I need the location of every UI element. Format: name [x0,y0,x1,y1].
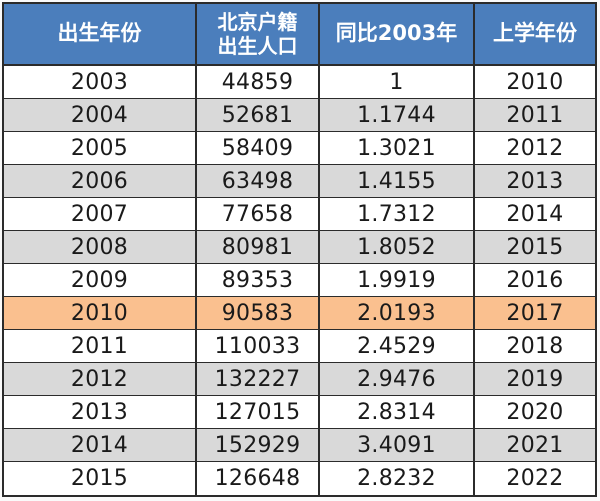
table-cell: 2008 [4,231,197,264]
table-cell: 89353 [197,264,320,297]
table-row: 2015 126648 2.8232 2022 [4,462,595,495]
table-row: 2006 63498 1.4155 2013 [4,165,595,198]
table-row: 2013 127015 2.8314 2020 [4,396,595,429]
table-cell: 2019 [475,363,595,396]
table-row: 2011 110033 2.4529 2018 [4,330,595,363]
table-cell: 2007 [4,198,197,231]
table-cell: 52681 [197,99,320,132]
table-cell: 80981 [197,231,320,264]
table-cell: 132227 [197,363,320,396]
table-cell: 2016 [475,264,595,297]
table-row-highlighted: 2010 90583 2.0193 2017 [4,297,595,330]
table-cell: 2.8232 [320,462,475,495]
table-cell: 1.8052 [320,231,475,264]
table-row: 2007 77658 1.7312 2014 [4,198,595,231]
table-row: 2009 89353 1.9919 2016 [4,264,595,297]
table-cell: 2014 [475,198,595,231]
table-cell: 2022 [506,466,564,491]
table-cell: 2.8314 [320,396,475,429]
table-cell: 1.9919 [320,264,475,297]
table-cell: 2.9476 [320,363,475,396]
header-school-year: 上学年份 [475,4,595,66]
table-cell: 2014 [4,429,197,462]
table-cell: 2011 [475,99,595,132]
table-cell: 2004 [4,99,197,132]
table-cell: 2012 [4,363,197,396]
table-cell: 1.1744 [320,99,475,132]
table-cell: 1 [320,66,475,99]
header-ratio-vs-2003: 同比2003年 [320,4,475,66]
table-cell: 2.0193 [320,297,475,330]
table-cell: 127015 [197,396,320,429]
table-cell: 110033 [197,330,320,363]
data-table: 出生年份 北京户籍 出生人口 同比2003年 上学年份 2003 44859 1 20… [2,2,597,497]
table-cell: 2021 [475,429,595,462]
table-cell: 2015 [475,231,595,264]
table-cell: 2009 [4,264,197,297]
table-cell: 58409 [197,132,320,165]
table-cell: 152929 [197,429,320,462]
table-cell: 2017 [475,297,595,330]
table-cell: 2.4529 [320,330,475,363]
table-cell: 2003 [4,66,197,99]
table-cell: 2011 [4,330,197,363]
table-cell: 77658 [197,198,320,231]
table-cell: 2018 [475,330,595,363]
table-cell: 126648 [197,462,320,495]
table-cell: 2013 [4,396,197,429]
table-row: 2003 44859 1 2010 [4,66,595,99]
table-cell: 44859 [197,66,320,99]
table-cell: 90583 [197,297,320,330]
table-cell: 2010 [4,297,197,330]
table-cell: 2015 [4,462,197,495]
table-cell: 2006 [4,165,197,198]
table-body: 2003 44859 1 2010 2004 52681 1.1744 2011 2005 584… [4,66,595,495]
table-cell: 1.3021 [320,132,475,165]
table-cell: 2010 [475,66,595,99]
table-row: 2014 152929 3.4091 2021 [4,429,595,462]
table-cell: 2012 [475,132,595,165]
header-beijing-registered-births: 北京户籍 出生人口 [197,4,320,66]
table-cell: 1.4155 [320,165,475,198]
table-cell: 3.4091 [320,429,475,462]
table-cell: 1.7312 [320,198,475,231]
table-row: 2004 52681 1.1744 2011 [4,99,595,132]
table-row: 2008 80981 1.8052 2015 [4,231,595,264]
table-cell: 63498 [197,165,320,198]
table-row: 2005 58409 1.3021 2012 [4,132,595,165]
table-row: 2012 132227 2.9476 2019 [4,363,595,396]
table-cell: 2005 [4,132,197,165]
table-header-row: 出生年份 北京户籍 出生人口 同比2003年 上学年份 [4,4,595,66]
table-cell: 2020 [475,396,595,429]
table-cell: 2013 [475,165,595,198]
header-birth-year: 出生年份 [4,4,197,66]
